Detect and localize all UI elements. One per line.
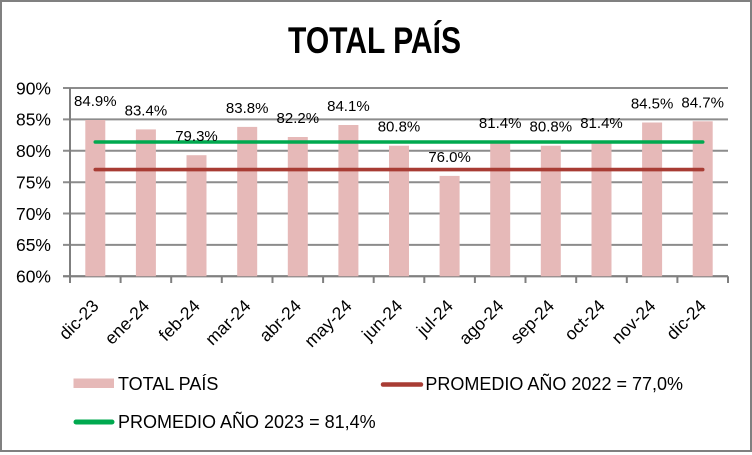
svg-text:oct-24: oct-24: [560, 295, 609, 344]
svg-text:75%: 75%: [16, 173, 51, 193]
svg-text:84.1%: 84.1%: [327, 98, 370, 115]
svg-text:79.3%: 79.3%: [175, 128, 218, 145]
svg-text:80.8%: 80.8%: [378, 119, 421, 136]
svg-text:83.8%: 83.8%: [226, 100, 269, 117]
svg-text:81.4%: 81.4%: [580, 115, 623, 132]
svg-text:PROMEDIO AÑO 2022 = 77,0%: PROMEDIO AÑO 2022 = 77,0%: [425, 373, 683, 394]
svg-text:81.4%: 81.4%: [479, 115, 522, 132]
svg-text:mar-24: mar-24: [201, 296, 255, 350]
svg-text:84.5%: 84.5%: [631, 96, 674, 113]
svg-text:85%: 85%: [16, 110, 51, 130]
svg-text:TOTAL PAÍS: TOTAL PAÍS: [288, 20, 461, 62]
svg-text:84.9%: 84.9%: [74, 93, 117, 110]
svg-text:dic-23: dic-23: [55, 296, 103, 344]
svg-text:TOTAL PAÍS: TOTAL PAÍS: [118, 374, 218, 394]
svg-text:80.8%: 80.8%: [530, 119, 573, 136]
svg-text:84.7%: 84.7%: [681, 94, 724, 111]
svg-text:82.2%: 82.2%: [277, 110, 320, 127]
svg-text:feb-24: feb-24: [155, 296, 204, 345]
svg-text:80%: 80%: [16, 141, 51, 161]
svg-text:dic-24: dic-24: [662, 296, 710, 344]
svg-text:jul-24: jul-24: [412, 296, 457, 341]
svg-text:may-24: may-24: [300, 296, 356, 352]
svg-text:70%: 70%: [16, 204, 51, 224]
svg-text:ene-24: ene-24: [101, 296, 154, 349]
svg-text:abr-24: abr-24: [255, 296, 305, 346]
svg-text:90%: 90%: [16, 78, 51, 98]
svg-text:PROMEDIO AÑO 2023 = 81,4%: PROMEDIO AÑO 2023 = 81,4%: [118, 411, 376, 432]
svg-text:76.0%: 76.0%: [428, 149, 471, 166]
svg-text:sep-24: sep-24: [506, 296, 558, 348]
svg-text:jun-24: jun-24: [357, 296, 406, 345]
svg-text:83.4%: 83.4%: [125, 102, 168, 119]
svg-text:60%: 60%: [16, 267, 51, 287]
svg-text:ago-24: ago-24: [455, 296, 508, 349]
svg-text:65%: 65%: [16, 235, 51, 255]
svg-text:nov-24: nov-24: [607, 296, 659, 348]
